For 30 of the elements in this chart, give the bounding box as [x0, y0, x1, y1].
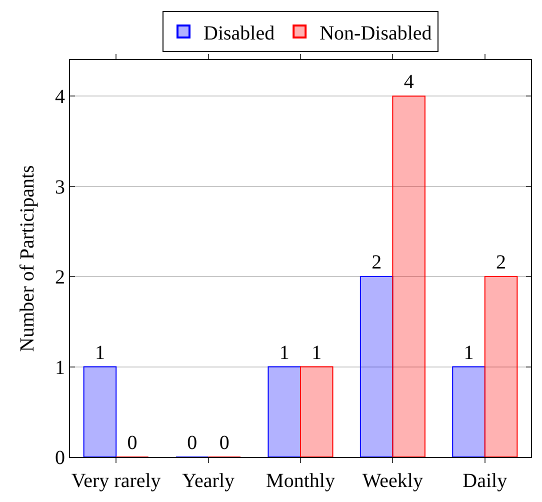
x-tick-label: Yearly	[182, 470, 235, 492]
data-label: 0	[187, 432, 198, 454]
data-label: 1	[279, 342, 290, 364]
data-label: 4	[404, 71, 414, 94]
bar	[83, 366, 117, 457]
data-label: 2	[372, 252, 382, 274]
legend-label: Disabled	[204, 22, 275, 44]
data-label: 1	[94, 342, 105, 364]
y-tick-label: 2	[55, 266, 65, 289]
data-label: 1	[464, 342, 474, 364]
x-tick-label: Daily	[462, 470, 508, 492]
bar	[300, 366, 334, 457]
y-tick-label: 4	[55, 86, 65, 108]
data-label: 2	[496, 252, 506, 274]
data-label: 0	[219, 432, 230, 454]
data-label: 0	[127, 432, 138, 454]
bar	[392, 96, 426, 457]
x-tick-label: Very rarely	[71, 470, 161, 492]
data-label: 1	[312, 342, 322, 364]
bar	[360, 276, 394, 457]
bar	[268, 366, 301, 457]
bar	[484, 276, 518, 457]
legend-label: Non-Disabled	[320, 22, 432, 44]
x-tick-label: Monthly	[266, 470, 335, 492]
x-tick-label: Weekly	[362, 470, 423, 492]
bar	[452, 366, 486, 457]
y-tick-label: 1	[55, 356, 65, 379]
y-tick-label: 3	[55, 176, 65, 198]
y-tick-label: 0	[55, 447, 65, 469]
y-axis-title: Number of Participants	[16, 164, 38, 352]
